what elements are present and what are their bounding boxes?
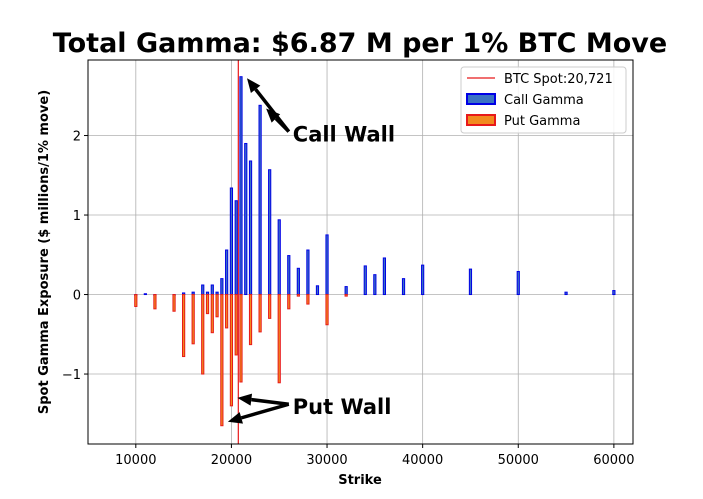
- annotation-label: Call Wall: [293, 123, 395, 147]
- legend-call-label: Call Gamma: [504, 93, 584, 108]
- call-gamma-bar: [516, 270, 520, 296]
- annotation-arrow-shaft: [240, 402, 290, 420]
- call-gamma-bar: [325, 234, 329, 296]
- put-gamma-bar: [220, 294, 224, 427]
- x-tick-label: 50000: [498, 453, 539, 468]
- call-gamma-bar: [248, 160, 253, 296]
- put-gamma-bar: [205, 294, 210, 315]
- call-gamma-bar: [382, 257, 387, 296]
- y-axis: −1 0 1 2: [62, 130, 88, 383]
- put-gamma-bar: [296, 294, 300, 297]
- put-gamma-bar: [325, 294, 329, 326]
- call-gamma-bar: [229, 187, 234, 296]
- call-gamma-bar: [401, 278, 406, 296]
- y-tick-label: −1: [62, 368, 81, 383]
- call-gamma-bar: [277, 219, 281, 296]
- call-gamma-bar: [287, 255, 291, 296]
- call-gamma-bar: [268, 169, 272, 296]
- x-axis-label: Strike: [338, 473, 382, 488]
- put-gamma-bar: [134, 294, 138, 307]
- put-gamma-bar: [268, 294, 272, 319]
- call-gamma-bar: [468, 268, 473, 296]
- annotation-arrows: [227, 78, 291, 424]
- call-gamma-bar: [210, 284, 214, 296]
- x-tick-label: 60000: [593, 453, 634, 468]
- x-tick-label: 20000: [211, 453, 252, 468]
- call-gamma-bar: [234, 200, 238, 296]
- put-gamma-bar: [225, 294, 229, 329]
- bars-layer: [134, 76, 616, 427]
- annotation-arrowhead: [237, 393, 253, 406]
- put-gamma-bar: [182, 294, 186, 358]
- put-gamma-bar: [234, 294, 238, 356]
- x-tick-label: 30000: [306, 453, 347, 468]
- annotation-arrow-shaft: [251, 397, 290, 406]
- call-gamma-bar: [363, 265, 367, 296]
- call-gamma-bar: [244, 142, 248, 296]
- put-gamma-bar: [277, 294, 281, 384]
- legend-put-swatch: [466, 114, 496, 126]
- call-gamma-bar: [564, 291, 568, 296]
- put-gamma-bar: [229, 294, 234, 407]
- call-gamma-bar: [421, 264, 425, 296]
- call-gamma-bar: [306, 249, 310, 296]
- legend-call-swatch: [466, 93, 496, 105]
- y-tick-label: 2: [73, 130, 81, 145]
- legend-spot-label: BTC Spot:20,721: [504, 72, 613, 87]
- put-gamma-bar: [248, 294, 253, 346]
- put-gamma-bar: [287, 294, 291, 310]
- put-gamma-bar: [172, 294, 176, 312]
- plot-frame: [87, 59, 634, 445]
- put-gamma-bar: [306, 294, 310, 305]
- chart-title: Total Gamma: $6.87 M per 1% BTC Move: [53, 28, 667, 59]
- put-gamma-bar: [215, 294, 219, 318]
- call-gamma-bar: [239, 76, 243, 296]
- y-tick-label: 1: [73, 209, 81, 224]
- call-gamma-bar: [258, 104, 262, 296]
- y-tick-label: 0: [73, 289, 81, 304]
- annotation-arrowhead: [227, 412, 243, 424]
- call-gamma-bar: [225, 249, 229, 296]
- x-axis: 10000 20000 30000 40000 50000 60000: [115, 444, 635, 468]
- call-gamma-bar: [220, 278, 224, 296]
- legend: BTC Spot:20,721 Call Gamma Put Gamma: [460, 66, 627, 134]
- annotation-arrow-shaft: [274, 117, 291, 133]
- x-tick-label: 10000: [115, 453, 156, 468]
- annotation-arrowhead: [246, 78, 261, 94]
- call-gamma-bar: [296, 267, 300, 296]
- put-gamma-bar: [344, 294, 348, 297]
- annotation-label: Put Wall: [293, 395, 392, 419]
- call-gamma-bar: [344, 286, 348, 296]
- call-gamma-bar: [201, 284, 205, 296]
- put-gamma-bar: [258, 294, 262, 333]
- call-gamma-bar: [373, 274, 377, 296]
- annotation-arrowhead: [266, 108, 281, 123]
- call-gamma-bar: [612, 290, 616, 296]
- call-gamma-bar: [143, 293, 147, 296]
- legend-put-label: Put Gamma: [504, 114, 580, 129]
- y-axis-label: Spot Gamma Exposure ($ millions/1% move): [37, 90, 52, 414]
- x-tick-label: 40000: [402, 453, 443, 468]
- legend-box: [460, 66, 627, 134]
- put-gamma-bar: [239, 294, 243, 383]
- annotation-labels: Call Wall Put Wall: [293, 123, 395, 420]
- call-gamma-bar: [315, 285, 320, 296]
- put-gamma-bar: [210, 294, 214, 334]
- put-gamma-bar: [201, 294, 205, 375]
- put-gamma-bar: [191, 294, 195, 345]
- put-gamma-bar: [153, 294, 157, 310]
